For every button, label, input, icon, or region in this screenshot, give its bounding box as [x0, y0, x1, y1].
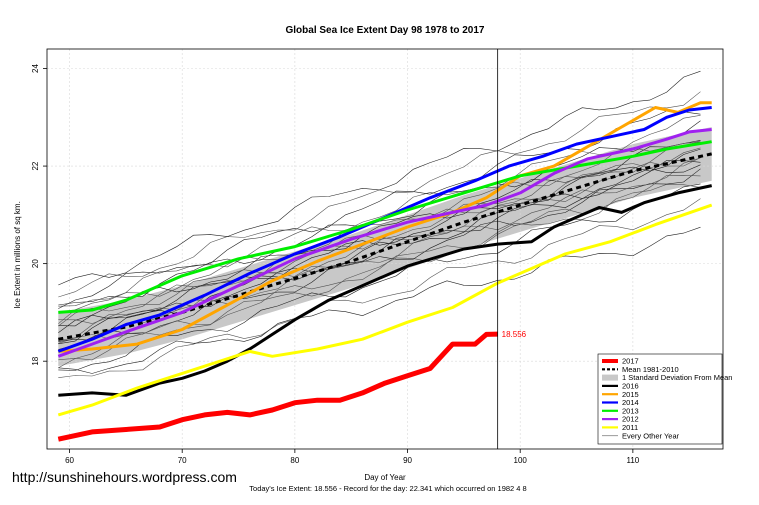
legend-label: 1 Standard Deviation From Mean	[622, 373, 732, 382]
plot-frame	[46, 48, 724, 450]
legend-swatch	[602, 374, 618, 381]
other-year-line	[58, 141, 701, 324]
other-year-line	[58, 168, 701, 350]
current-value-label: 18.556	[502, 330, 527, 339]
other-year-line	[58, 183, 701, 369]
other-year-line	[58, 198, 701, 378]
legend-label: 2013	[622, 406, 639, 415]
legend-label: Every Other Year	[622, 431, 680, 440]
series-line-2011	[57, 203, 713, 417]
legend-box	[597, 353, 723, 445]
y-tick-label: 24	[31, 64, 40, 73]
grid-layer	[47, 49, 723, 449]
chart-title: Global Sea Ice Extent Day 98 1978 to 201…	[286, 25, 485, 36]
legend-label: Mean 1981-2010	[622, 365, 679, 374]
other-year-line	[58, 226, 701, 374]
y-axis-ticks: 18 20 22 24	[31, 64, 47, 366]
x-tick-label: 90	[403, 456, 412, 465]
other-year-line	[58, 140, 701, 327]
y-tick-label: 20	[31, 259, 40, 268]
highlight-series-layer	[57, 101, 713, 442]
ice-extent-caption: Today's Ice Extent: 18.556 - Record for …	[249, 484, 526, 493]
series-line-2014	[57, 106, 712, 353]
legend-label: 2016	[622, 382, 639, 391]
legend-label: 2011	[622, 423, 638, 432]
legend-label: 2014	[622, 398, 639, 407]
x-tick-label: 100	[514, 456, 528, 465]
other-year-line	[58, 148, 701, 333]
series-line-2013	[58, 140, 712, 314]
sd-band-layer	[58, 127, 712, 367]
legend-label: 2012	[622, 415, 639, 424]
x-tick-label: 70	[178, 456, 187, 465]
other-year-line	[58, 110, 701, 309]
legend-label: 2015	[622, 390, 639, 399]
legend-label: 2017	[622, 357, 639, 366]
other-year-line	[58, 70, 701, 286]
other-year-line	[58, 140, 701, 324]
source-url: http://sunshinehours.wordpress.com	[12, 469, 237, 485]
y-tick-label: 18	[31, 356, 40, 365]
y-tick-label: 22	[31, 161, 40, 170]
x-tick-label: 80	[290, 456, 299, 465]
x-axis-ticks: 60 70 80 90 100 110	[65, 449, 640, 465]
x-tick-label: 110	[626, 456, 639, 465]
sd-band	[58, 127, 712, 367]
other-year-line	[58, 147, 701, 327]
series-line-2016	[58, 184, 713, 397]
series-line-2017	[57, 331, 498, 442]
x-tick-label: 60	[65, 456, 74, 465]
series-line-2012	[57, 128, 712, 358]
y-axis-label: Ice Extent in millions of sq km.	[13, 201, 22, 309]
x-axis-label: Day of Year	[364, 473, 406, 482]
